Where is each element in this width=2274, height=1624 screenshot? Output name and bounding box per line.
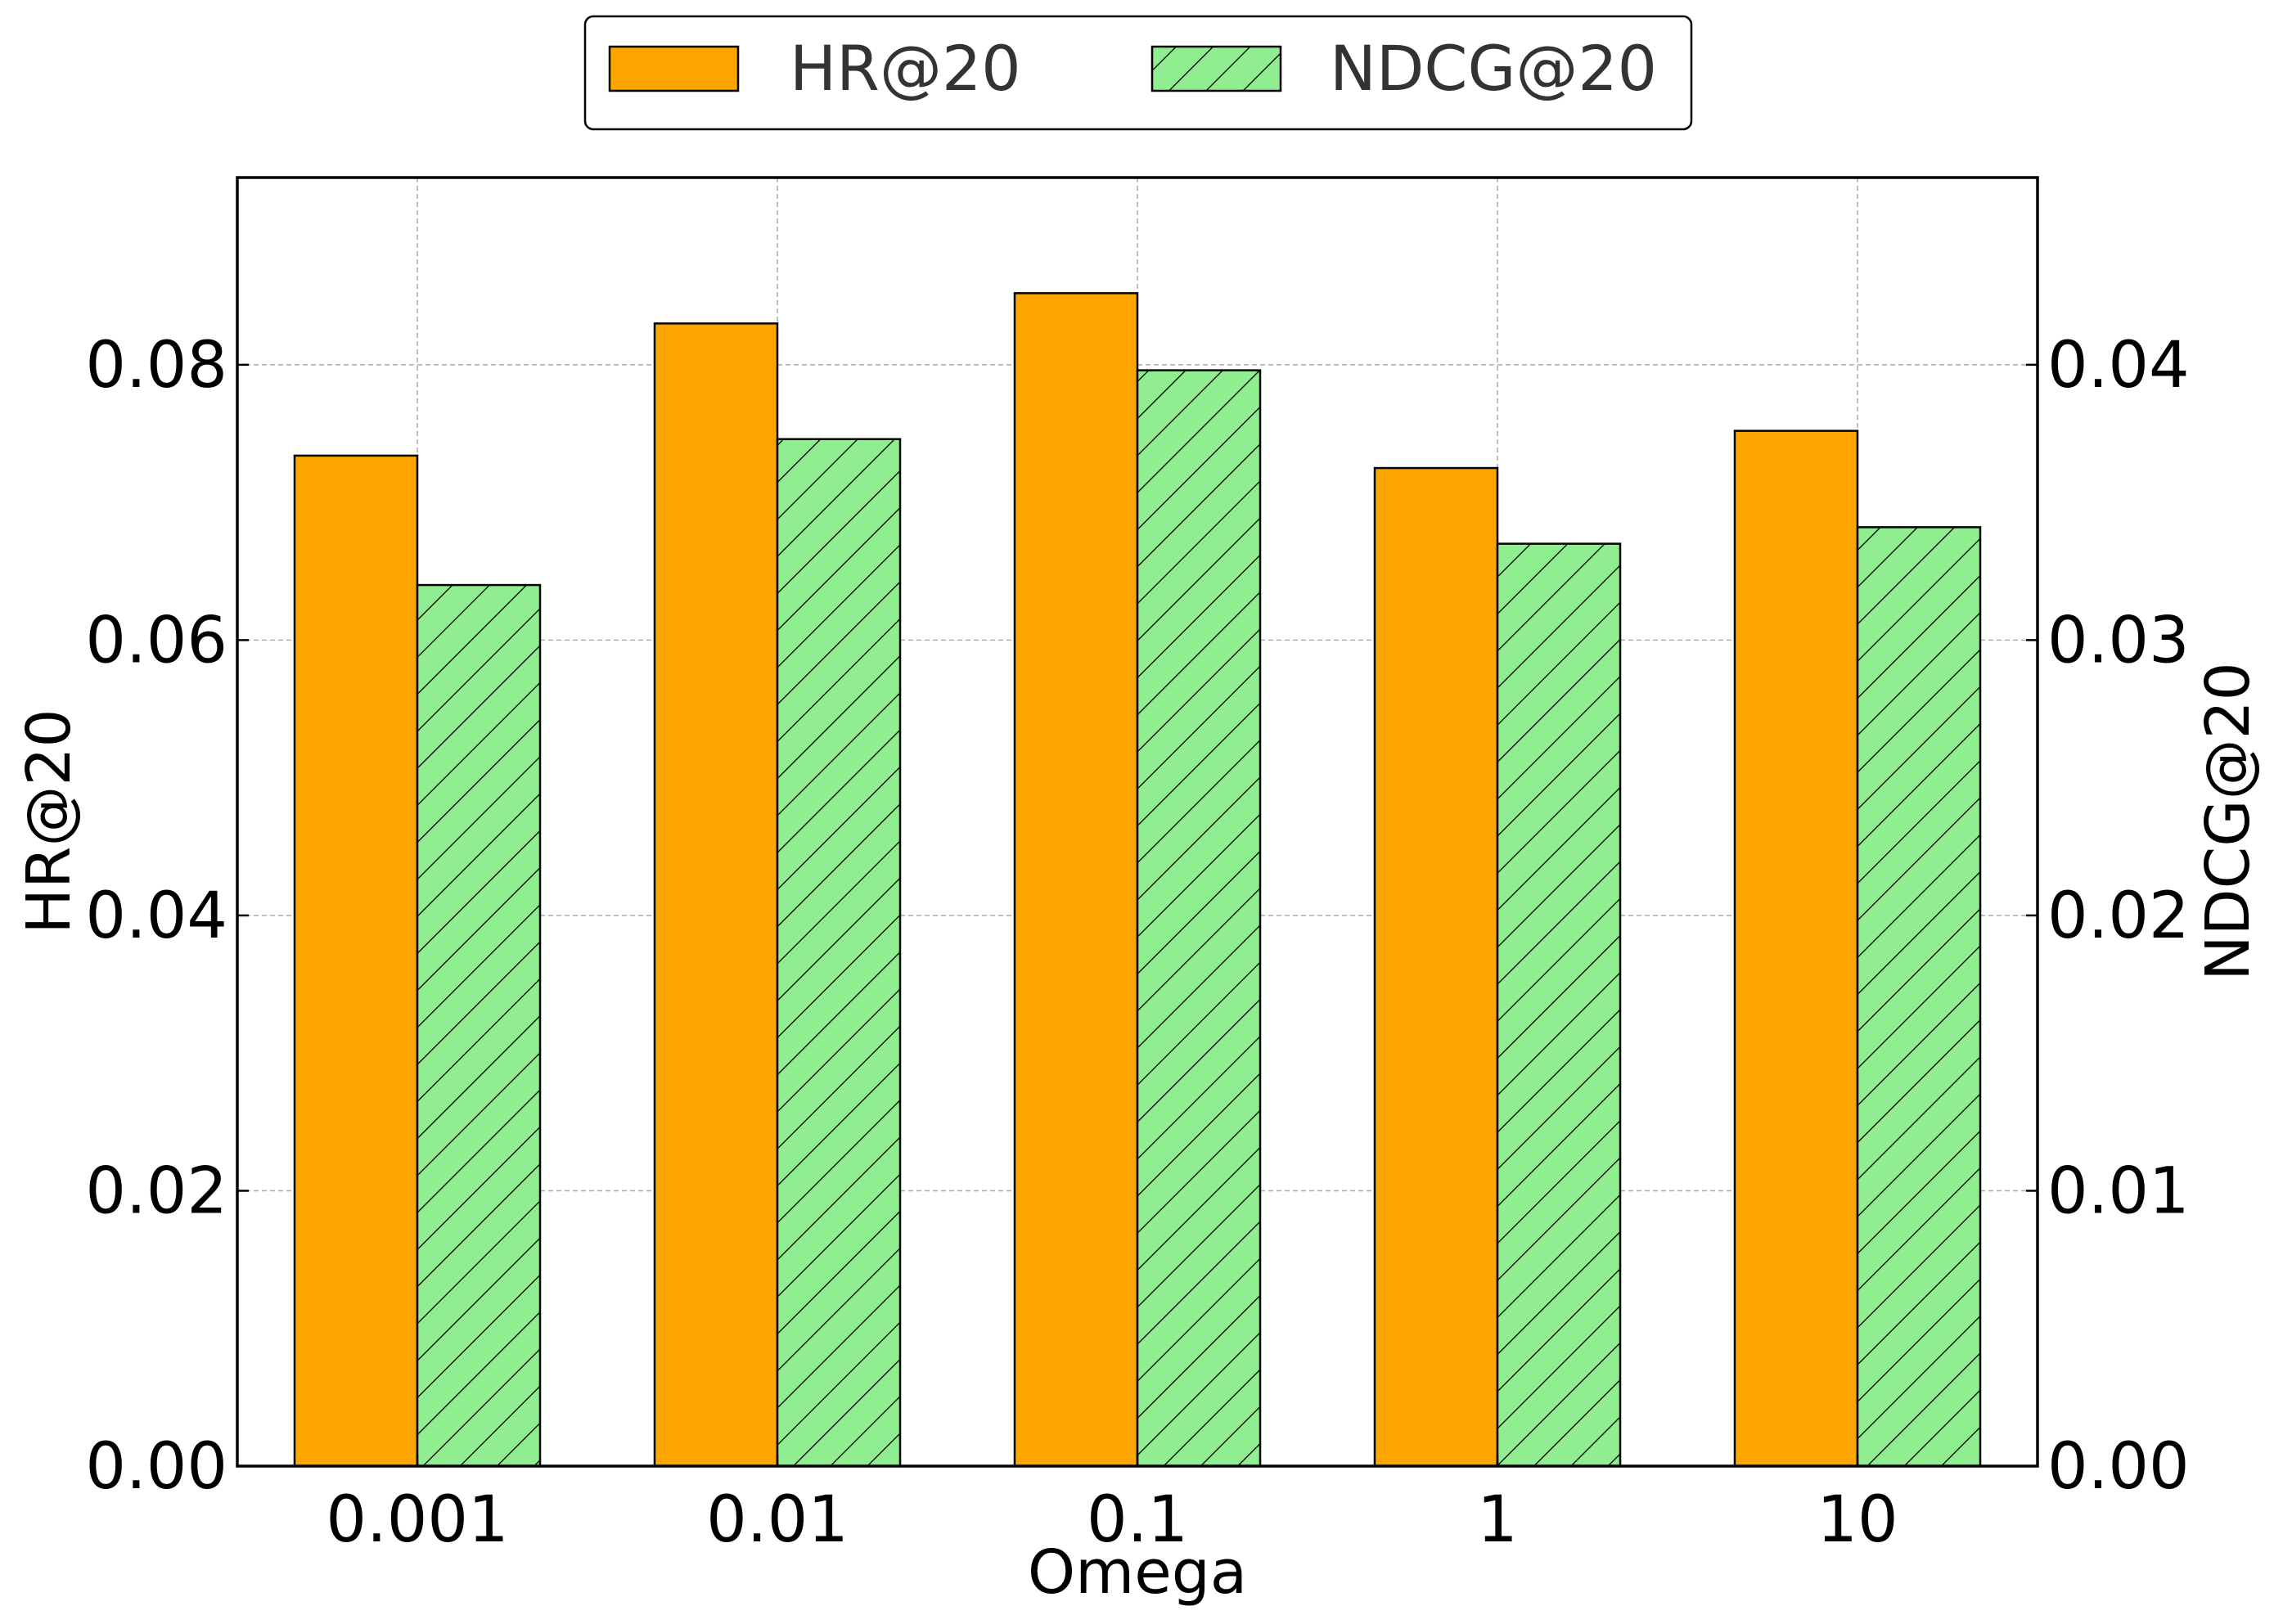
x-axis-label: Omega <box>1028 1537 1247 1608</box>
y-axis-label-right: NDCG@20 <box>2193 662 2263 981</box>
bar-hr <box>1013 292 1139 1468</box>
legend-frame <box>583 15 1693 131</box>
left-tick-label: 0.04 <box>85 879 227 953</box>
right-tick-label: 0.01 <box>2047 1154 2190 1228</box>
right-tick-label: 0.04 <box>2047 329 2190 403</box>
legend-label-hr: HR@20 <box>790 32 1021 105</box>
right-axis: 0.00 0.01 0.02 0.03 0.04 <box>2026 329 2190 1504</box>
bar-hr <box>653 322 779 1468</box>
right-tick-label: 0.03 <box>2047 604 2190 677</box>
right-tick-label: 0.02 <box>2047 879 2190 953</box>
left-tick-label: 0.02 <box>85 1154 227 1228</box>
y-axis-label-left: HR@20 <box>14 709 84 933</box>
x-tick-label: 0.001 <box>326 1483 508 1557</box>
bar-ndcg <box>776 438 902 1468</box>
legend-swatch-hr <box>608 45 740 92</box>
x-tick-label: 10 <box>1817 1483 1898 1557</box>
x-axis: 0.001 0.01 0.1 1 10 <box>326 1455 1898 1557</box>
legend-swatch-ndcg <box>1151 45 1282 92</box>
left-axis: 0.00 0.02 0.04 0.06 0.08 <box>85 329 249 1504</box>
legend-label-ndcg: NDCG@20 <box>1330 32 1657 105</box>
bar-ndcg <box>1496 542 1622 1468</box>
bars <box>293 292 1982 1468</box>
x-tick-label: 0.01 <box>706 1483 849 1557</box>
bar-hr <box>293 454 419 1468</box>
bar-ndcg <box>416 583 542 1468</box>
right-tick-label: 0.00 <box>2047 1430 2190 1504</box>
bar-ndcg <box>1136 369 1262 1468</box>
left-tick-label: 0.00 <box>85 1430 227 1504</box>
x-tick-label: 1 <box>1477 1483 1518 1557</box>
bar-ndcg <box>1856 526 1982 1468</box>
legend: HR@20 NDCG@20 <box>583 15 1693 131</box>
left-tick-label: 0.08 <box>85 329 227 403</box>
bar-hr <box>1373 466 1499 1468</box>
left-tick-label: 0.06 <box>85 604 227 677</box>
x-tick-label: 0.1 <box>1087 1483 1188 1557</box>
bar-hr <box>1733 430 1859 1468</box>
